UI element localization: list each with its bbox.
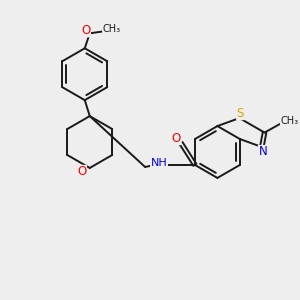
Text: O: O [77, 165, 86, 178]
Text: O: O [171, 131, 181, 145]
Text: NH: NH [151, 158, 167, 168]
Text: S: S [237, 106, 244, 120]
Text: N: N [258, 146, 267, 158]
Text: CH₃: CH₃ [280, 116, 298, 126]
Text: O: O [81, 24, 90, 37]
Text: CH₃: CH₃ [103, 24, 121, 34]
